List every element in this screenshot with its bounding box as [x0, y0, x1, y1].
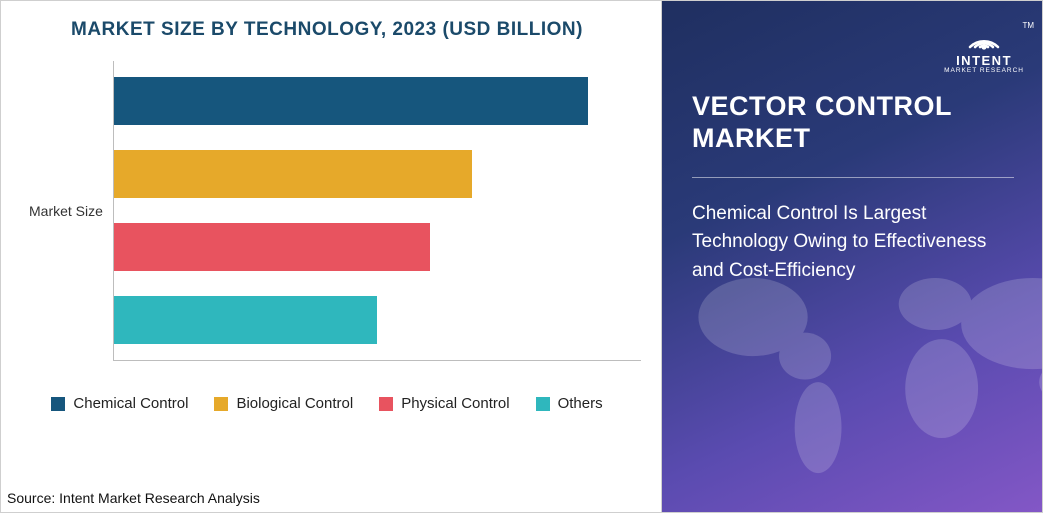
- legend-swatch: [214, 397, 228, 411]
- brand-logo-icon: [964, 17, 1004, 51]
- legend-label: Biological Control: [236, 395, 353, 412]
- side-divider: [692, 177, 1014, 178]
- legend-item-physical-control: Physical Control: [379, 395, 509, 412]
- side-content: VECTOR CONTROL MARKET Chemical Control I…: [692, 91, 1014, 285]
- legend-swatch: [536, 397, 550, 411]
- bar-biological-control: [114, 150, 472, 198]
- legend-item-others: Others: [536, 395, 603, 412]
- chart-title: MARKET SIZE BY TECHNOLOGY, 2023 (USD BIL…: [13, 19, 641, 41]
- legend-label: Chemical Control: [73, 395, 188, 412]
- infographic-root: MARKET SIZE BY TECHNOLOGY, 2023 (USD BIL…: [0, 0, 1043, 513]
- side-description: Chemical Control Is Largest Technology O…: [692, 200, 1014, 286]
- legend-label: Physical Control: [401, 395, 509, 412]
- source-attribution: Source: Intent Market Research Analysis: [7, 490, 260, 506]
- bar-others: [114, 296, 378, 344]
- brand-name: INTENT: [956, 53, 1012, 68]
- chart-panel: MARKET SIZE BY TECHNOLOGY, 2023 (USD BIL…: [1, 1, 662, 512]
- brand-logo: INTENT MARKET RESEARCH TM: [944, 17, 1024, 74]
- brand-subtext: MARKET RESEARCH: [944, 67, 1024, 74]
- y-axis-label: Market Size: [29, 203, 103, 219]
- chart-area: Market Size: [13, 61, 641, 361]
- legend-swatch: [51, 397, 65, 411]
- brand-tm: TM: [1022, 21, 1034, 30]
- chart-plot: [113, 61, 641, 361]
- legend-item-biological-control: Biological Control: [214, 395, 353, 412]
- legend-swatch: [379, 397, 393, 411]
- bar-chemical-control: [114, 77, 588, 125]
- legend-label: Others: [558, 395, 603, 412]
- chart-legend: Chemical Control Biological Control Physic…: [13, 395, 641, 412]
- side-panel: INTENT MARKET RESEARCH TM VECTOR CONTROL…: [662, 1, 1042, 512]
- legend-item-chemical-control: Chemical Control: [51, 395, 188, 412]
- side-title: VECTOR CONTROL MARKET: [692, 91, 1014, 155]
- bar-physical-control: [114, 223, 430, 271]
